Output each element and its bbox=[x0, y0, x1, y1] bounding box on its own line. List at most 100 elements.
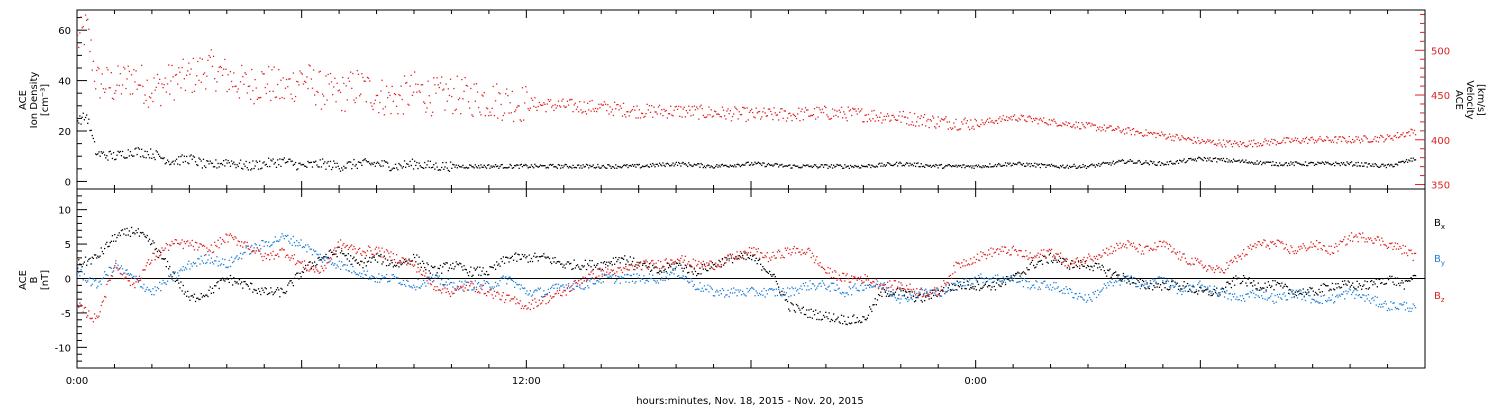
bx-point bbox=[226, 277, 228, 279]
bx-point bbox=[1371, 280, 1373, 282]
density-point bbox=[745, 162, 747, 164]
bx-point bbox=[1095, 263, 1098, 265]
by-point bbox=[762, 294, 764, 296]
velocity-point bbox=[212, 55, 215, 57]
bx-point bbox=[1182, 285, 1184, 287]
velocity-point bbox=[640, 112, 643, 114]
bx-point bbox=[981, 287, 983, 290]
density-point bbox=[734, 164, 736, 166]
velocity-point bbox=[564, 106, 566, 109]
density-point bbox=[265, 163, 267, 165]
by-point bbox=[764, 296, 766, 298]
density-point bbox=[920, 163, 922, 165]
bx-point bbox=[576, 264, 579, 266]
density-point bbox=[1263, 161, 1265, 163]
by-point bbox=[846, 292, 848, 294]
density-point bbox=[1081, 166, 1083, 168]
by-point bbox=[589, 280, 591, 282]
by-point bbox=[400, 284, 402, 286]
velocity-point bbox=[1328, 139, 1330, 142]
density-point bbox=[179, 164, 181, 166]
bx-point bbox=[725, 257, 727, 259]
bx-point bbox=[1282, 287, 1284, 289]
by-point bbox=[584, 287, 586, 289]
bx-point bbox=[970, 286, 972, 289]
bx-point bbox=[666, 262, 668, 265]
by-point bbox=[1192, 284, 1194, 286]
density-point bbox=[1343, 162, 1345, 164]
velocity-point bbox=[207, 59, 209, 61]
by-point bbox=[1198, 282, 1200, 284]
velocity-point bbox=[89, 50, 91, 53]
by-point bbox=[961, 286, 963, 288]
velocity-point bbox=[382, 108, 384, 110]
velocity-point bbox=[356, 69, 358, 72]
velocity-point bbox=[364, 80, 366, 82]
by-point bbox=[384, 277, 387, 279]
by-point bbox=[609, 275, 611, 277]
density-point bbox=[186, 155, 188, 158]
density-point bbox=[724, 164, 726, 167]
bx-point bbox=[77, 267, 79, 269]
bx-point bbox=[575, 265, 578, 267]
by-point bbox=[1383, 302, 1385, 304]
velocity-point bbox=[170, 80, 172, 82]
by-point bbox=[894, 297, 897, 299]
velocity-point bbox=[508, 112, 510, 114]
bx-point bbox=[557, 260, 560, 263]
bx-point bbox=[1387, 278, 1390, 281]
velocity-point bbox=[363, 80, 365, 82]
bz-point bbox=[227, 241, 229, 243]
by-point bbox=[591, 277, 593, 279]
bx-point bbox=[918, 294, 920, 296]
by-point bbox=[345, 269, 347, 271]
by-point bbox=[523, 287, 525, 290]
by-point bbox=[811, 283, 813, 285]
by-point bbox=[710, 287, 712, 289]
bx-point bbox=[948, 284, 950, 286]
density-point bbox=[647, 166, 649, 168]
velocity-point bbox=[1259, 143, 1262, 145]
bx-point bbox=[671, 263, 673, 265]
bx-point bbox=[1161, 289, 1163, 291]
bx-point bbox=[563, 264, 565, 266]
velocity-point bbox=[347, 77, 349, 79]
velocity-point bbox=[1066, 124, 1068, 127]
velocity-point bbox=[451, 95, 453, 98]
velocity-point bbox=[1003, 119, 1006, 121]
bx-point bbox=[720, 266, 722, 268]
by-point bbox=[1298, 294, 1300, 296]
velocity-point bbox=[531, 99, 534, 101]
bx-point bbox=[1210, 295, 1212, 297]
by-point bbox=[1322, 295, 1325, 297]
density-point bbox=[514, 164, 516, 167]
density-point bbox=[535, 165, 537, 167]
by-point bbox=[968, 279, 971, 281]
by-point bbox=[1292, 289, 1294, 291]
velocity-point bbox=[500, 103, 502, 106]
density-point bbox=[717, 166, 719, 168]
velocity-point bbox=[341, 109, 343, 112]
bx-point bbox=[1141, 279, 1144, 282]
bx-point bbox=[565, 263, 567, 265]
density-point bbox=[988, 166, 990, 168]
velocity-point bbox=[1376, 136, 1378, 138]
bx-point bbox=[156, 250, 159, 253]
density-point bbox=[601, 165, 603, 167]
by-point bbox=[862, 289, 864, 291]
density-point bbox=[1170, 160, 1172, 162]
bz-point bbox=[88, 310, 90, 312]
by-point bbox=[971, 282, 973, 285]
velocity-point bbox=[697, 108, 699, 110]
velocity-point bbox=[1262, 144, 1264, 146]
bx-point bbox=[1275, 284, 1277, 286]
by-point bbox=[223, 264, 225, 266]
velocity-point bbox=[770, 110, 772, 113]
density-point bbox=[278, 164, 280, 166]
bx-point bbox=[223, 279, 225, 281]
density-point bbox=[1338, 163, 1340, 165]
velocity-point bbox=[1375, 140, 1377, 142]
velocity-point bbox=[163, 84, 165, 86]
density-point bbox=[1118, 159, 1120, 162]
velocity-point bbox=[1245, 145, 1247, 148]
